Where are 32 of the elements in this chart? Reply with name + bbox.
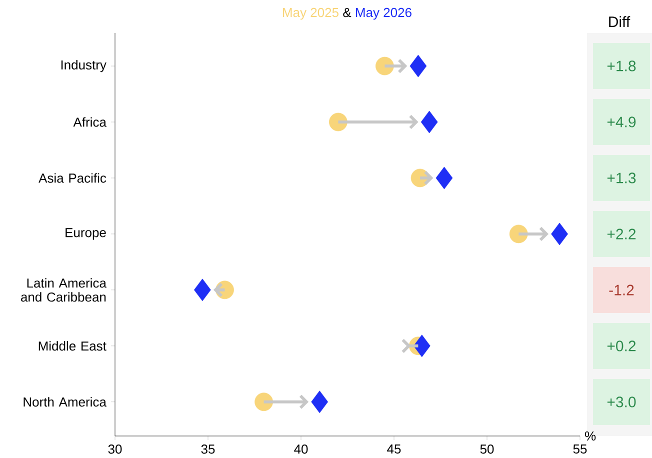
text: +0.2 xyxy=(607,340,636,352)
point xyxy=(420,110,438,134)
y-tick-label: Middle East xyxy=(38,341,106,351)
text: +4.9 xyxy=(607,116,636,128)
text: Diff xyxy=(609,16,630,27)
y-tick-label: Industry xyxy=(61,60,106,72)
x-tick-label: 45 xyxy=(387,444,401,454)
point xyxy=(436,166,453,190)
text: May 2025 xyxy=(283,8,338,20)
point xyxy=(194,278,211,302)
point xyxy=(551,222,568,246)
y-tick-label: Africa xyxy=(73,117,106,127)
point xyxy=(311,390,328,414)
y-tick-label: Europe xyxy=(66,228,106,240)
x-tick-label: 55 xyxy=(573,444,587,454)
text: -1.2 xyxy=(609,284,634,296)
text: +2.2 xyxy=(607,228,636,240)
x-tick-label: 35 xyxy=(201,444,215,454)
text: +3.0 xyxy=(607,396,636,408)
y-tick-label: Asia Pacific xyxy=(38,173,106,183)
y-tick-label: North America xyxy=(24,397,106,407)
x-tick-label: 30 xyxy=(108,444,122,454)
text: May 2026 xyxy=(356,8,412,20)
point xyxy=(413,334,430,358)
x-axis-title: % xyxy=(585,431,596,441)
point xyxy=(410,54,427,78)
x-tick-label: 50 xyxy=(480,444,494,454)
text: +1.3 xyxy=(607,172,636,184)
text: +1.8 xyxy=(607,60,636,72)
chart-subtitle: & xyxy=(343,8,352,18)
x-tick-label: 40 xyxy=(294,444,308,454)
y-tick-label: Latin America and Caribbean xyxy=(21,278,106,302)
